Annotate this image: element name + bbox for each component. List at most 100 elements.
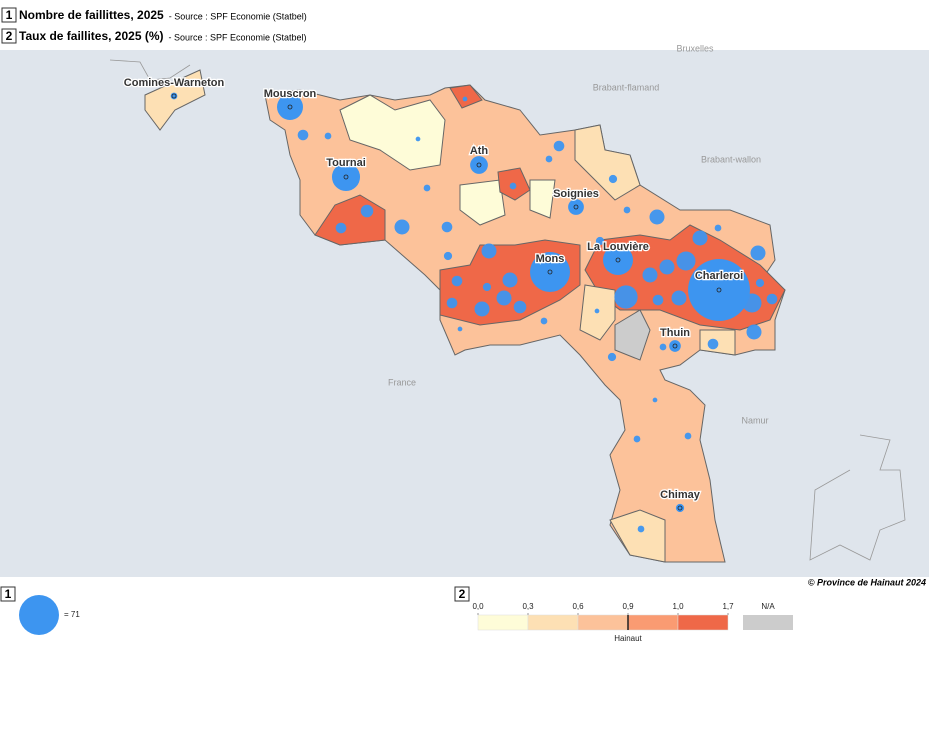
number-label: 2 <box>459 587 466 601</box>
legend-tick-label: 1,0 <box>672 602 684 611</box>
city-label: Chimay <box>660 489 701 501</box>
copyright: © Province de Hainaut 2024 <box>808 577 926 587</box>
bubble <box>415 136 421 142</box>
city-bubble <box>669 340 681 352</box>
city-label: Mouscron <box>264 88 317 100</box>
bubble <box>766 293 778 305</box>
city-center <box>573 204 579 210</box>
bubble <box>595 236 605 246</box>
bubble <box>481 243 497 259</box>
number-label: 1 <box>5 587 12 601</box>
legend-na-label: N/A <box>761 602 775 611</box>
bubble <box>496 290 512 306</box>
header-title: Taux de faillites, 2025 (%) <box>19 29 164 43</box>
city-center <box>716 287 722 293</box>
city-center <box>171 93 177 99</box>
region-label: Bruxelles <box>676 43 714 53</box>
bubble <box>746 324 762 340</box>
number-box <box>0 586 16 602</box>
legend-na <box>743 615 793 630</box>
bubble <box>637 525 645 533</box>
city-label: Ath <box>470 145 489 157</box>
city-center <box>547 269 553 275</box>
city-label: Soignies <box>553 188 599 200</box>
bubble <box>671 290 687 306</box>
city-center <box>287 104 293 110</box>
bubble <box>335 222 347 234</box>
region-label: Namur <box>741 415 768 425</box>
number-box <box>454 586 470 602</box>
bubble <box>755 278 765 288</box>
legend-tick-label: 1,7 <box>722 602 734 611</box>
region-label: France <box>388 377 416 387</box>
bubble <box>553 140 565 152</box>
city-bubble <box>688 259 750 321</box>
legend-class <box>477 614 529 631</box>
city-label: Charleroi <box>695 270 743 282</box>
bubble <box>608 174 618 184</box>
bubble <box>394 219 410 235</box>
city-bubble <box>568 199 584 215</box>
region-patch <box>609 509 666 563</box>
region-patch <box>614 309 651 361</box>
city-bubble <box>675 503 685 513</box>
bubble <box>443 251 453 261</box>
bubble <box>297 129 309 141</box>
city-center <box>677 505 683 511</box>
bubble <box>633 435 641 443</box>
bubble <box>623 206 631 214</box>
bubble <box>324 132 332 140</box>
city-label: Mons <box>536 253 565 265</box>
reference-label: Hainaut <box>614 634 642 643</box>
bubble <box>684 432 692 440</box>
bubble <box>513 300 527 314</box>
region-label: Brabant-flamand <box>593 82 660 92</box>
legend-class <box>627 614 679 631</box>
bubble <box>423 184 431 192</box>
legend-bubble <box>19 595 59 635</box>
city-center <box>672 343 678 349</box>
bubble <box>649 209 665 225</box>
bubble <box>441 221 453 233</box>
bubble <box>750 245 766 261</box>
bubble <box>659 343 667 351</box>
bubble <box>509 182 517 190</box>
region-patch <box>459 179 506 226</box>
overlay: 1 Nombre de faillittes, 2025 - Source : SP… <box>0 7 793 643</box>
header-title: Nombre de faillittes, 2025 <box>19 8 164 22</box>
bubble <box>714 224 722 232</box>
city-bubble <box>530 252 570 292</box>
bubble <box>474 301 490 317</box>
map-layer: Bruxelles Brabant-flamand Brabant-wallon Fr… <box>123 43 778 533</box>
bubble <box>676 251 696 271</box>
legend-value-label: = 71 <box>64 610 80 619</box>
bubble <box>462 96 468 102</box>
bubble <box>540 317 548 325</box>
number-label: 2 <box>6 29 13 43</box>
region-patch <box>339 94 446 171</box>
bubble <box>707 338 719 350</box>
neighbour-borders <box>109 59 906 561</box>
bubble <box>692 230 708 246</box>
header-source: - Source : SPF Economie (Statbel) <box>169 32 307 42</box>
city-label: Tournai <box>326 157 366 169</box>
bubble <box>457 326 463 332</box>
bubble <box>659 259 675 275</box>
city-center <box>615 257 621 263</box>
bubble <box>652 397 658 403</box>
region-patch <box>529 179 556 219</box>
city-label: Comines-Warneton <box>124 77 225 89</box>
legend-tick-label: 0,3 <box>522 602 534 611</box>
bubble <box>446 297 458 309</box>
number-box <box>1 28 17 44</box>
city-bubble <box>602 244 634 276</box>
number-box <box>1 7 17 23</box>
legend-tick-label: 0,9 <box>622 602 634 611</box>
legend-class <box>527 614 579 631</box>
legend-class <box>577 614 629 631</box>
region-patch <box>449 84 483 109</box>
region-label: Brabant-wallon <box>701 154 761 164</box>
city-label: La Louvière <box>587 241 649 253</box>
city-bubble <box>470 156 488 174</box>
region-patch <box>574 124 641 201</box>
